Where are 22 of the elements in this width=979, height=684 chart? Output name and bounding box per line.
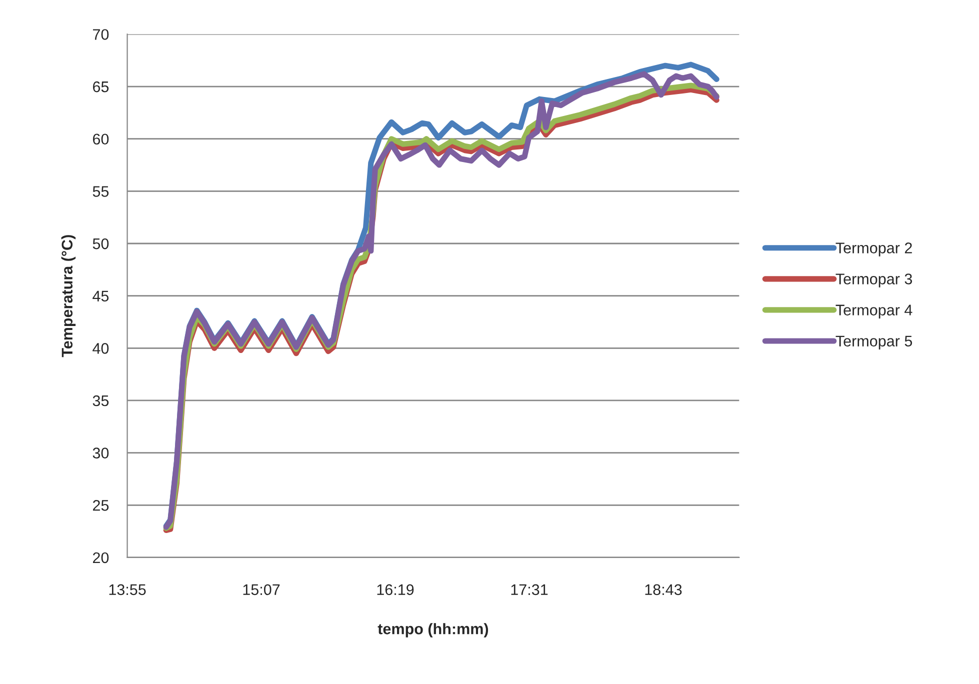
x-tick-label: 13:55 xyxy=(109,584,146,596)
legend-label: Termopar 4 xyxy=(836,304,912,318)
legend-label: Termopar 5 xyxy=(836,336,912,350)
y-tick-label: 35 xyxy=(92,395,109,406)
y-tick-label: 50 xyxy=(92,238,109,250)
x-tick-label: 15:07 xyxy=(243,584,280,596)
x-tick-label: 18:43 xyxy=(645,584,682,596)
y-tick-label: 20 xyxy=(92,552,109,564)
y-tick-label: 55 xyxy=(92,186,109,197)
y-tick-label: 45 xyxy=(92,290,109,302)
x-axis-title: tempo (hh:mm) xyxy=(378,623,488,638)
y-tick-label: 40 xyxy=(92,343,109,354)
legend-label: Termopar 2 xyxy=(836,242,912,256)
y-tick-label: 60 xyxy=(93,134,109,145)
x-tick-label: 16:19 xyxy=(377,584,414,596)
y-tick-label: 25 xyxy=(92,500,109,511)
y-axis-title: Temperatura (°C) xyxy=(61,235,76,358)
y-tick-label: 65 xyxy=(93,81,109,92)
legend-label: Termopar 3 xyxy=(836,274,912,288)
y-tick-label: 70 xyxy=(93,29,109,40)
y-tick-label: 30 xyxy=(92,448,109,458)
x-tick-label: 17:31 xyxy=(511,584,548,596)
